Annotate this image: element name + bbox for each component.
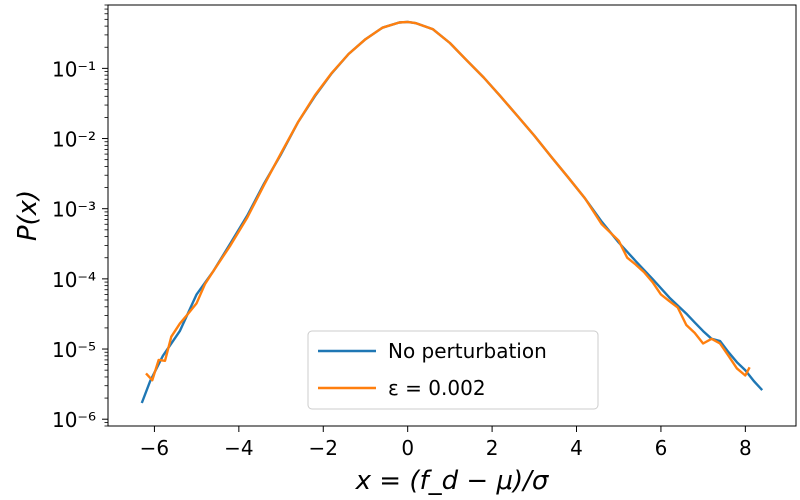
legend-label-1: No perturbation [388,339,547,363]
legend: No perturbation ε = 0.002 [307,330,599,410]
x-axis-ticks: −6 −4 −2 0 2 4 6 8 [140,426,752,460]
y-axis-label: P(x) [13,190,43,241]
series-line-2 [145,20,751,382]
y-axis-ticks: 10⁻⁶ 10⁻⁵ 10⁻⁴ 10⁻³ 10⁻² 10⁻¹ [52,4,108,432]
y-tick-label: 10⁻⁵ [52,338,96,362]
y-tick-label: 10⁻⁶ [52,408,96,432]
y-tick-label: 10⁻² [52,128,96,152]
x-tick-label: 6 [655,436,668,460]
series-layer [140,20,764,404]
legend-box [307,330,599,410]
y-tick-label: 10⁻³ [52,198,96,222]
x-tick-label: −4 [224,436,253,460]
x-axis-label: x = (f_d − μ)/σ [355,466,550,496]
x-tick-label: 0 [401,436,414,460]
plot-area: −6 −4 −2 0 2 4 6 8 10⁻⁶ 10⁻⁵ 10⁻⁴ 10⁻³ 10⁻² 10⁻¹ [52,4,797,460]
legend-label-2: ε = 0.002 [388,376,486,400]
x-tick-label: −6 [140,436,169,460]
y-tick-label: 10⁻¹ [52,57,96,81]
y-tick-label: 10⁻⁴ [52,268,96,292]
x-tick-label: −2 [309,436,338,460]
x-tick-label: 4 [570,436,583,460]
x-tick-label: 8 [739,436,752,460]
x-tick-label: 2 [486,436,499,460]
